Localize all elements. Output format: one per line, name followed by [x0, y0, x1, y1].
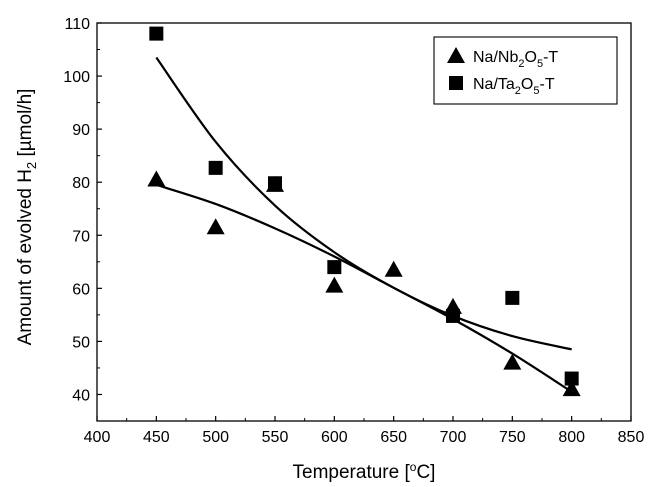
x-axis-title: Temperature [oC] [293, 460, 436, 483]
triangle-point [206, 218, 225, 235]
x-tick-label: 450 [143, 429, 170, 446]
x-tick-label: 850 [618, 429, 645, 446]
y-tick-label: 80 [72, 175, 90, 192]
y-tick-label: 40 [72, 387, 90, 404]
y-tick-label: 60 [72, 281, 90, 298]
square-point [327, 260, 342, 275]
triangle-point [503, 353, 522, 370]
x-tick-label: 400 [84, 429, 111, 446]
y-tick-label: 70 [72, 228, 90, 245]
square-point [268, 176, 282, 191]
y-tick-label: 50 [72, 334, 90, 351]
square-point [564, 371, 579, 386]
y-axis-title: Amount of evolved H2 [µmol/h] [15, 89, 39, 346]
x-tick-label: 750 [499, 429, 526, 446]
legend-box [433, 36, 618, 105]
x-tick-label: 650 [380, 429, 407, 446]
x-tick-label: 550 [262, 429, 289, 446]
square-point [505, 290, 520, 305]
y-tick-label: 110 [64, 16, 90, 33]
fit-curve-2 [155, 56, 572, 351]
square-point [446, 308, 460, 323]
legend-marker-2 [449, 76, 463, 90]
square-point [208, 160, 223, 175]
triangle-point [147, 170, 166, 187]
y-tick-label: 90 [72, 122, 90, 139]
triangle-point [384, 260, 403, 277]
x-tick-label: 600 [321, 429, 348, 446]
triangle-point [325, 276, 344, 293]
x-tick-label: 800 [558, 429, 585, 446]
x-tick-label: 500 [202, 429, 229, 446]
y-tick-label: 100 [63, 69, 90, 86]
x-tick-label: 700 [440, 429, 467, 446]
legend-marker-1 [447, 47, 465, 63]
triangle-point [562, 380, 581, 397]
legend-label-2: Na/Ta2O5-T [473, 76, 555, 97]
square-point [149, 26, 164, 41]
legend-label-1: Na/Nb2O5-T [473, 49, 558, 70]
